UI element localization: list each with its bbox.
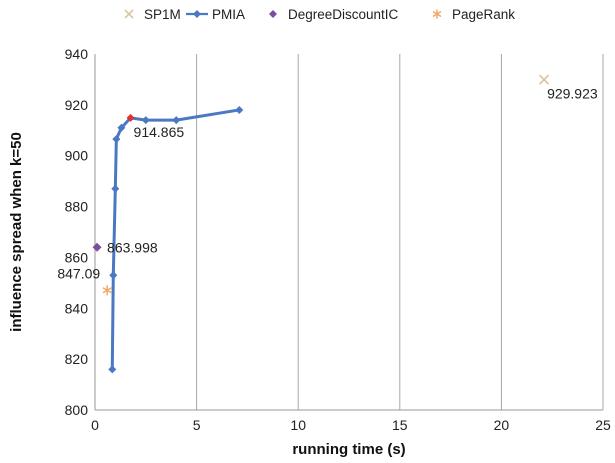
pagerank-point — [102, 285, 112, 296]
data-label: 863.998 — [107, 239, 158, 255]
series-pmia — [108, 105, 244, 374]
pmia-point — [109, 271, 118, 280]
legend-item-pagerank: PageRank — [426, 6, 515, 22]
tick-labels: 0 5 10 15 20 25 800 820 840 860 880 900 920 940 — [65, 46, 611, 433]
y-tick-label: 920 — [65, 97, 89, 113]
legend-label-degreediscountic: DegreeDiscountIC — [288, 6, 399, 22]
legend-label-sp1m: SP1M — [144, 6, 181, 22]
y-tick-label: 940 — [65, 46, 89, 62]
legend-label-pmia: PMIA — [212, 6, 246, 22]
pmia-point — [172, 116, 181, 125]
data-label: 847.09 — [57, 265, 100, 281]
diamond-marker-icon — [269, 10, 277, 18]
pmia-point — [235, 105, 244, 114]
x-tick-label: 20 — [494, 417, 510, 433]
x-tick-label: 0 — [91, 417, 99, 433]
x-tick-label: 15 — [392, 417, 408, 433]
asterisk-marker-icon — [432, 9, 442, 19]
annotations: 929.923 914.865 863.998 847.09 — [57, 86, 598, 282]
legend-item-sp1m: SP1M — [118, 6, 181, 22]
y-tick-label: 900 — [65, 148, 89, 164]
y-tick-label: 860 — [65, 249, 89, 265]
data-label: 929.923 — [547, 86, 598, 102]
pmia-point — [108, 365, 117, 374]
y-axis-label: influence spread when k=50 — [8, 132, 25, 332]
series-sp1m — [539, 74, 550, 85]
diamond-line-marker-icon — [186, 10, 208, 18]
sp1m-point — [539, 74, 550, 85]
grid — [196, 54, 604, 410]
legend-item-pmia: PMIA — [186, 6, 245, 22]
degreediscountic-point — [92, 242, 102, 252]
y-tick-label: 800 — [65, 402, 89, 418]
pmia-point — [112, 135, 121, 144]
pmia-point — [117, 123, 126, 132]
y-tick-label: 820 — [65, 351, 89, 367]
x-tick-label: 5 — [193, 417, 201, 433]
pmia-point — [141, 116, 150, 125]
data-label: 914.865 — [134, 124, 185, 140]
legend-item-degreediscountic: DegreeDiscountIC — [262, 6, 398, 22]
x-tick-label: 25 — [595, 417, 611, 433]
x-axis-label: running time (s) — [292, 441, 405, 458]
series — [92, 74, 550, 374]
y-tick-label: 880 — [65, 199, 89, 215]
x-marker-icon — [124, 9, 134, 19]
pmia-highlight-point — [126, 113, 135, 122]
legend-label-pagerank: PageRank — [452, 6, 516, 22]
axes — [94, 54, 603, 411]
pmia-point — [111, 184, 120, 193]
x-tick-label: 10 — [290, 417, 306, 433]
series-pagerank — [102, 285, 112, 296]
y-tick-label: 840 — [65, 300, 89, 316]
series-degreediscountic — [92, 242, 102, 252]
legend: SP1M PMIA DegreeDiscountIC PageRank — [0, 6, 615, 28]
